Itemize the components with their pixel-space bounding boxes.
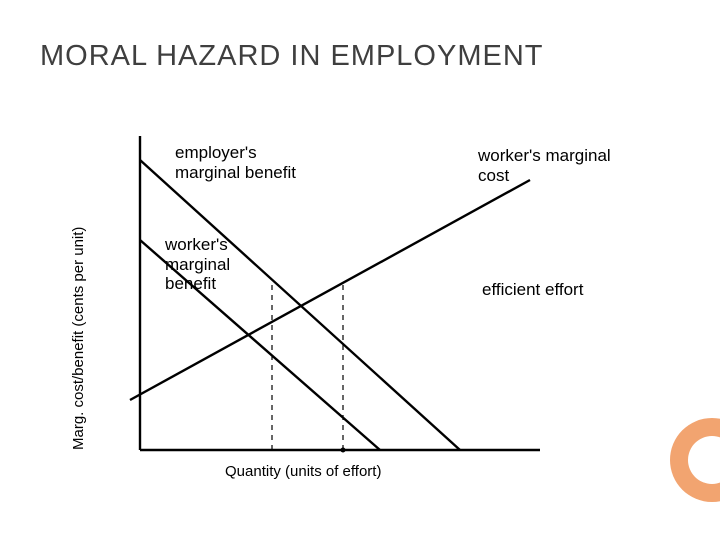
efficient-dot	[341, 448, 346, 453]
curve-worker-marginal-cost	[130, 180, 530, 400]
economics-chart	[120, 130, 550, 460]
page-title: MORAL HAZARD IN EMPLOYMENT	[40, 40, 543, 73]
y-axis-label: Marg. cost/benefit (cents per unit)	[70, 227, 87, 450]
x-axis-label: Quantity (units of effort)	[225, 463, 381, 480]
curve-employer-marginal-benefit	[140, 160, 460, 450]
